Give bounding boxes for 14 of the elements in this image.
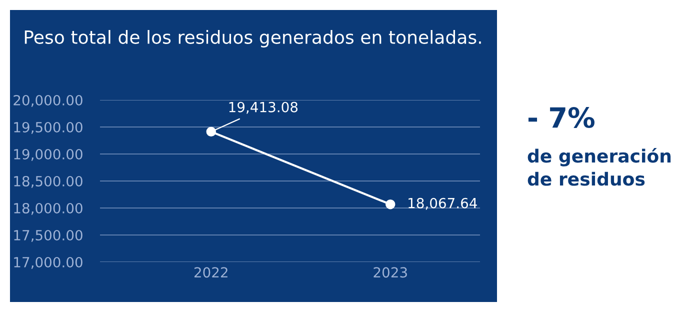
- y-tick-label: 17,500.00: [14, 230, 82, 242]
- y-tick-label: 17,000.00: [14, 256, 82, 269]
- y-tick-label: 20,000.00: [14, 94, 82, 107]
- text: de generación de residuos: [528, 148, 671, 186]
- data-label: 19,413.08: [229, 102, 298, 114]
- y-tick-label: 18,000.00: [14, 202, 82, 215]
- y-tick-label: 18,500.00: [14, 176, 82, 188]
- chart-title: Peso total de los residuos generados en toneladas.: [24, 30, 481, 48]
- y-tick-label: 19,000.00: [14, 148, 82, 161]
- data-label: 18,067.64: [408, 198, 477, 210]
- x-tick-label: 2022: [194, 267, 228, 278]
- y-tick-label: 19,500.00: [14, 122, 82, 134]
- text: - 7%: [528, 107, 594, 128]
- x-tick-label: 2023: [374, 267, 407, 278]
